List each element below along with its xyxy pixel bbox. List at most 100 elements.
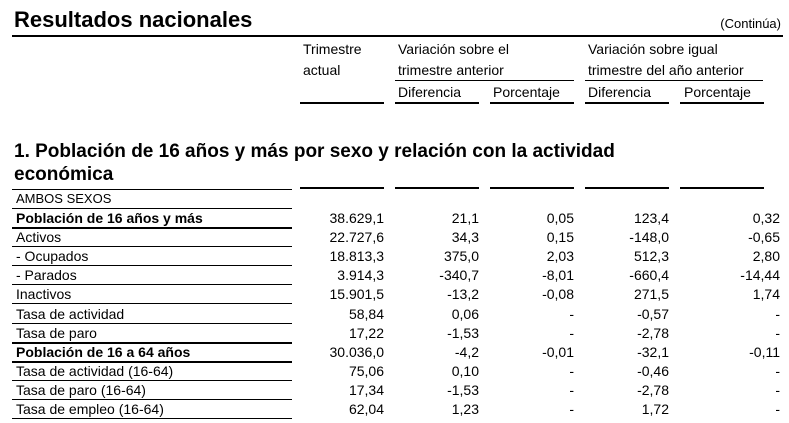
row-rule [12,303,292,305]
row-value-5: -0,11 [749,343,780,360]
row-value-3: -0,01 [542,343,574,360]
header-bottom-rule-5 [680,102,764,104]
row-rule [12,246,292,248]
row-value-5: 0,32 [752,210,780,226]
header-group-rule-1 [395,80,574,81]
row-label: Tasa de paro (16-64) [16,381,146,398]
row-label: Tasa de empleo (16-64) [16,401,164,417]
row-value-5: - [775,362,780,379]
row-label: Tasa de actividad [16,305,125,322]
row-value-2: 34,3 [451,229,479,246]
row-value-1: 17,22 [348,324,384,341]
subheader-diferencia-1: Diferencia [398,84,462,100]
row-value-5: - [775,305,780,322]
header-bottom-rule-4 [585,102,669,104]
row-value-4: -32,1 [637,343,669,360]
table-row: Inactivos 15.901,5 -13,2 -0,08 271,5 1,74 [0,285,789,305]
row-value-5: 2,80 [752,248,780,265]
row-value-5: - [775,381,780,398]
row-value-4: 512,3 [633,248,669,265]
table-row: Tasa de actividad (16-64) 75,06 0,10 - -0,46… [0,362,789,381]
row-value-3: - [569,401,574,417]
section-title: 1. Población de 16 años y más por sexo y… [14,141,615,185]
row-value-1: 17,34 [348,381,384,398]
table-row: - Parados 3.914,3 -340,7 -8,01 -660,4 -14,44 [0,266,789,286]
section-rule-4 [585,187,669,189]
subheader-diferencia-2: Diferencia [588,84,652,100]
title-rule [12,35,783,37]
row-label: Población de 16 a 64 años [16,343,191,360]
row-value-2: 1,23 [451,401,479,417]
row-value-1: 75,06 [348,362,384,379]
row-label: Tasa de actividad (16-64) [16,362,174,379]
row-value-1: 58,84 [348,305,384,322]
row-label: Inactivos [16,286,72,303]
header-trimestre-line2: actual [303,62,341,78]
row-value-1: 3.914,3 [337,267,384,284]
header-var-ant-line2: trimestre anterior [398,62,504,78]
row-label: Activos [16,229,62,246]
header-bottom-rule-1 [300,102,384,104]
row-rule [12,265,292,267]
section-rule-2 [395,187,479,189]
row-value-4: 271,5 [633,286,669,303]
row-value-1: 62,04 [348,401,384,417]
row-value-1: 18.813,3 [329,248,385,265]
row-value-5: - [775,401,780,417]
row-value-4: -148,0 [629,229,669,246]
row-value-5: - [775,324,780,341]
row-value-3: - [569,324,574,341]
header-var-igual-line1: Variación sobre igual [588,41,718,57]
row-value-5: -0,65 [748,229,780,246]
row-value-2: -1,53 [447,381,479,398]
row-rule [12,227,292,229]
row-value-2: -340,7 [439,267,479,284]
header-var-ant-line1: Variación sobre el [398,41,510,57]
row-value-3: - [569,305,574,322]
table-row: Población de 16 años y más 38.629,1 21,1 0,… [0,209,789,229]
header-group-rule-2 [585,80,763,81]
row-rule [12,398,292,400]
section-rule-3 [490,187,574,189]
row-value-2: -4,2 [454,343,479,360]
row-value-2: -13,2 [447,286,479,303]
header-bottom-rule-3 [490,102,574,104]
row-rule [12,360,292,363]
table-row: - Ocupados 18.813,3 375,0 2,03 512,3 2,80 [0,247,789,267]
group-label-ambos-sexos: AMBOS SEXOS [16,191,112,206]
row-label: Población de 16 años y más [16,210,203,226]
row-value-3: 0,15 [546,229,574,246]
row-value-1: 30.036,0 [329,343,385,360]
row-rule [12,418,292,419]
row-value-3: -0,08 [542,286,574,303]
section-rule-5 [680,187,764,189]
row-label: Tasa de paro [16,324,97,341]
row-value-5: -14,44 [740,267,780,284]
page-title: Resultados nacionales [14,7,253,32]
row-label: - Parados [16,267,77,284]
row-value-3: 0,05 [546,210,574,226]
row-rule [12,322,292,324]
row-value-2: 21,1 [451,210,479,226]
header-var-igual-line2: trimestre del año anterior [588,62,744,78]
header-bottom-rule-2 [395,102,479,104]
table-row: Tasa de actividad 58,84 0,06 - -0,57 - [0,305,789,324]
row-value-2: -1,53 [447,324,479,341]
row-value-3: - [569,362,574,379]
row-value-1: 38.629,1 [329,210,385,226]
row-rule [12,341,292,344]
row-value-2: 375,0 [443,248,479,265]
row-value-3: - [569,381,574,398]
row-value-4: -0,57 [637,305,669,322]
row-value-4: 1,72 [641,401,669,417]
row-value-1: 15.901,5 [329,286,385,303]
subheader-porcentaje-2: Porcentaje [684,84,751,100]
row-value-4: -660,4 [629,267,669,284]
header-trimestre-actual: Trimestre actual [303,39,362,81]
group-label-rule [12,208,292,209]
header-variacion-anterior: Variación sobre el trimestre anterior [398,39,509,81]
row-label: - Ocupados [16,248,89,265]
row-value-4: -0,46 [637,362,669,379]
table-row: Tasa de paro 17,22 -1,53 - -2,78 - [0,324,789,344]
table-row: Población de 16 a 64 años 30.036,0 -4,2 -0,… [0,343,789,363]
